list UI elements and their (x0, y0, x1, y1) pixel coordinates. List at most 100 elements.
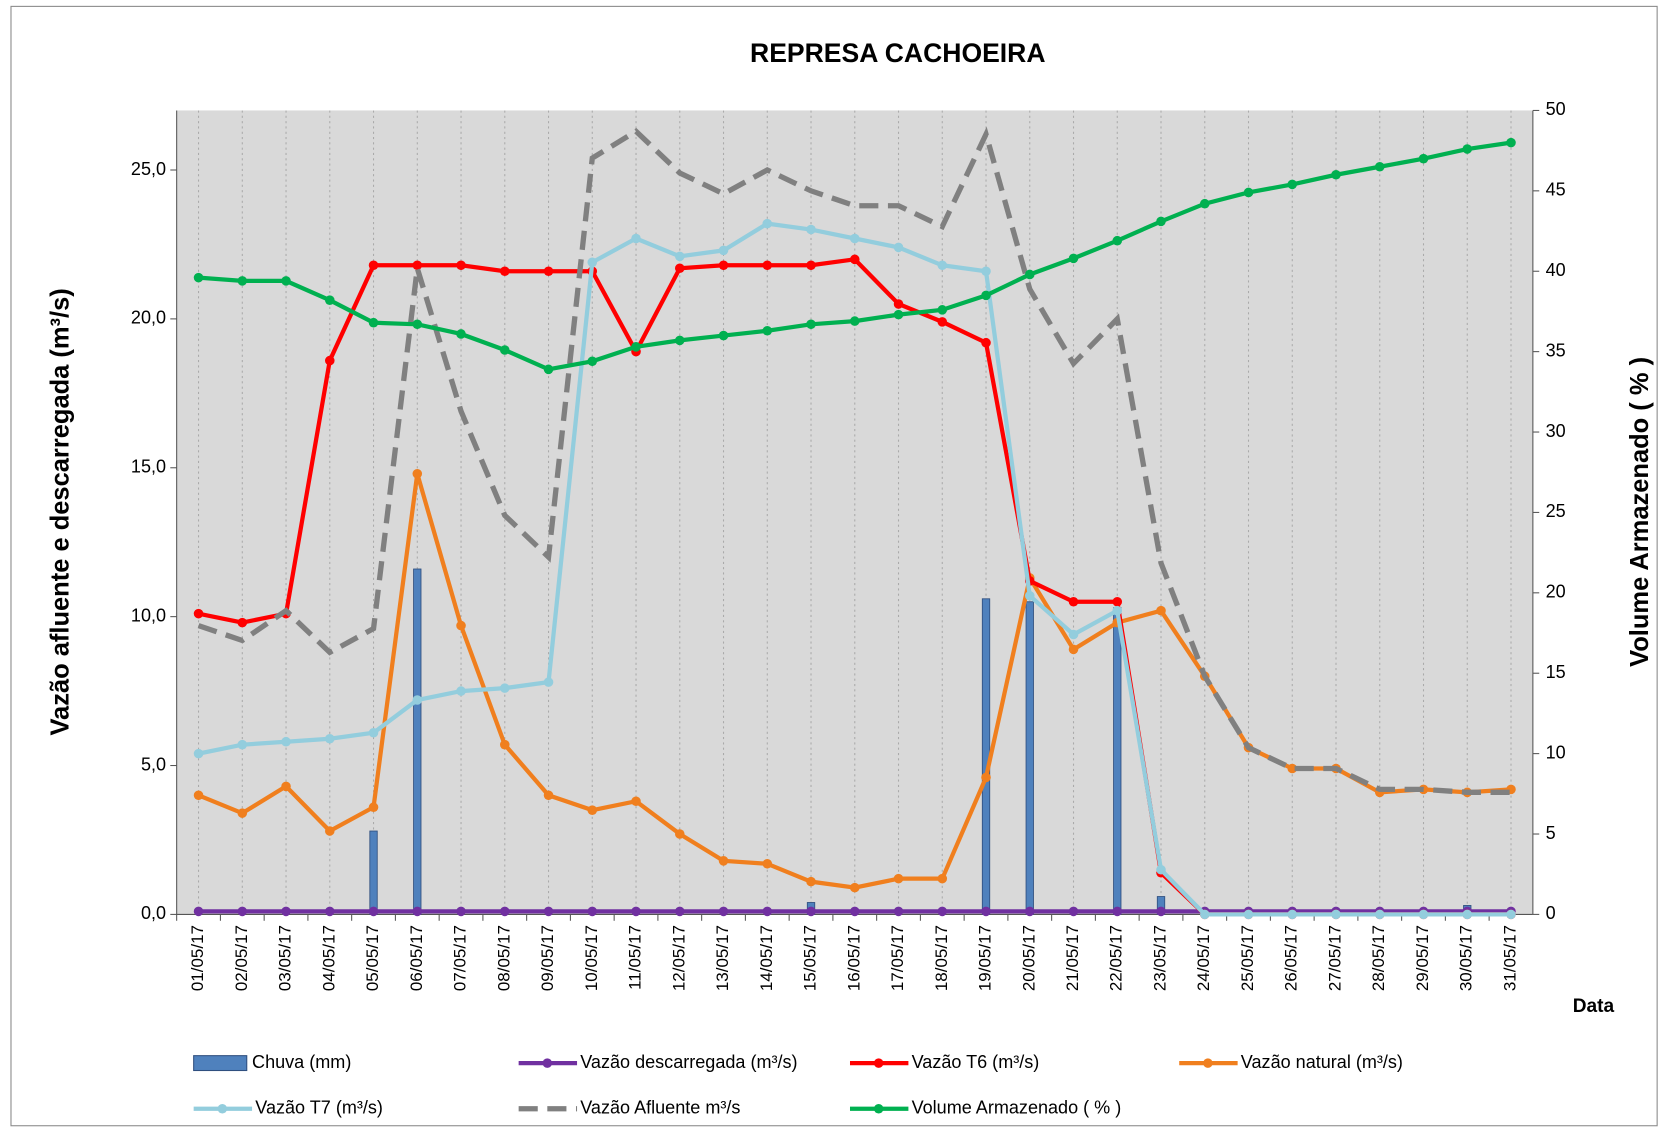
series-marker (1462, 909, 1473, 920)
series-marker (1068, 253, 1079, 264)
series-marker (1112, 596, 1123, 607)
series-marker (762, 260, 773, 271)
series-marker (325, 826, 335, 836)
series-marker (412, 695, 423, 705)
plot-area (176, 110, 1533, 915)
series-marker (543, 790, 554, 801)
series-marker (281, 781, 291, 792)
series-marker (1199, 198, 1210, 209)
y-tick-label: 20,0 (131, 308, 166, 328)
x-tick-label: 19/05/17 (976, 925, 995, 991)
series-marker (1156, 864, 1166, 875)
series-marker (1374, 909, 1385, 920)
series-marker (456, 620, 466, 631)
series-marker (456, 686, 466, 696)
x-tick-label: 18/05/17 (932, 925, 951, 991)
bar (1025, 601, 1034, 915)
series-marker (762, 218, 773, 229)
series-marker (1156, 906, 1166, 917)
series-marker (1112, 906, 1123, 917)
x-tick-label: 04/05/17 (319, 925, 338, 991)
y2-tick-label: 45 (1546, 180, 1566, 200)
series-marker (193, 608, 204, 619)
series-marker (849, 882, 860, 893)
x-tick-label: 01/05/17 (188, 925, 207, 991)
series-marker (368, 727, 379, 738)
series-marker (237, 617, 248, 628)
series-marker (981, 772, 991, 783)
series-marker (1506, 137, 1516, 148)
series-marker (806, 260, 816, 271)
legend-marker (1203, 1058, 1213, 1068)
series-marker (500, 739, 510, 750)
x-tick-label: 12/05/17 (669, 925, 688, 991)
series-marker (1068, 629, 1079, 640)
x-tick-label: 05/05/17 (363, 925, 382, 991)
series-marker (893, 299, 904, 309)
series-marker (674, 251, 685, 262)
x-tick-label: 25/05/17 (1238, 925, 1257, 991)
series-marker (281, 276, 291, 286)
x-tick-label: 15/05/17 (801, 925, 820, 991)
x-tick-label: 07/05/17 (451, 925, 470, 991)
series-marker (412, 319, 423, 330)
x-tick-label: 30/05/17 (1457, 925, 1476, 991)
legend-swatch (193, 1055, 248, 1072)
series-marker (500, 906, 510, 917)
series-marker (1068, 644, 1079, 655)
series-marker (1331, 169, 1341, 180)
series-marker (849, 906, 860, 917)
x-tick-label: 02/05/17 (232, 925, 251, 991)
series-marker (412, 260, 423, 271)
series-marker (193, 748, 204, 759)
series-marker (1112, 605, 1123, 616)
series-marker (718, 330, 729, 341)
x-tick-label: 06/05/17 (407, 925, 426, 991)
series-marker (718, 260, 729, 271)
series-marker (456, 329, 466, 339)
y-tick-label: 0,0 (141, 903, 166, 923)
series-marker (193, 906, 204, 917)
x-tick-label: 26/05/17 (1282, 925, 1301, 991)
x-tick-label: 20/05/17 (1019, 925, 1038, 991)
series-marker (325, 906, 335, 917)
series-marker (718, 856, 729, 866)
y2-tick-label: 50 (1546, 99, 1566, 119)
series-marker (718, 906, 729, 917)
series-marker (368, 906, 379, 917)
series-marker (325, 295, 335, 305)
legend-label: Vazão T6 (m³/s) (912, 1052, 1040, 1072)
series-marker (1374, 161, 1385, 172)
series-marker (193, 790, 204, 801)
series-marker (981, 906, 991, 917)
series-marker (981, 290, 991, 301)
x-tick-label: 09/05/17 (538, 925, 557, 991)
series-marker (981, 266, 991, 277)
series-marker (937, 305, 948, 315)
series-marker (1156, 216, 1166, 227)
series-marker (937, 873, 948, 884)
series-marker (412, 906, 423, 917)
x-tick-label: 21/05/17 (1063, 925, 1082, 991)
y2-tick-label: 35 (1546, 340, 1566, 360)
series-marker (325, 733, 335, 744)
series-marker (893, 906, 904, 917)
x-tick-label: 03/05/17 (276, 925, 295, 991)
series-marker (500, 266, 510, 277)
legend-marker (873, 1058, 884, 1068)
series-marker (456, 260, 466, 271)
series-marker (893, 873, 904, 884)
x-tick-label: 24/05/17 (1194, 925, 1213, 991)
bar (369, 830, 378, 915)
series-marker (543, 677, 554, 687)
y-tick-label: 10,0 (131, 605, 166, 625)
x-tick-label: 22/05/17 (1107, 925, 1126, 991)
series-marker (1243, 909, 1254, 920)
series-marker (281, 736, 291, 747)
series-marker (500, 345, 510, 355)
series-marker (937, 906, 948, 917)
y2-tick-label: 0 (1546, 903, 1556, 923)
series-marker (237, 739, 248, 750)
series-marker (806, 876, 816, 887)
series-marker (893, 242, 904, 253)
